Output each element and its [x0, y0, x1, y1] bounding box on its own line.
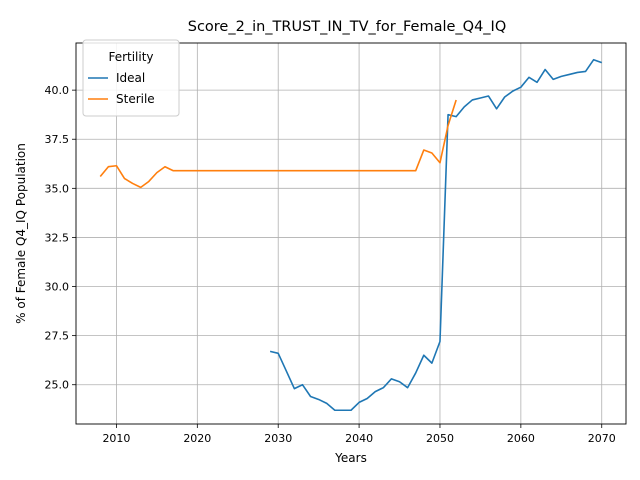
series-line-sterile: [99, 99, 457, 189]
series-lines: [99, 58, 603, 412]
legend-title: Fertility: [108, 50, 153, 64]
y-tick-label: 25.0: [45, 379, 70, 392]
legend-box: [82, 39, 180, 117]
x-tick-label: 2050: [426, 432, 454, 445]
x-axis-ticks: 2010 2020 2030 2040 2050 2060 2070: [102, 424, 616, 445]
y-tick-label: 37.5: [45, 133, 70, 146]
legend-label-ideal: Ideal: [116, 71, 145, 85]
grid-lines: [76, 43, 626, 424]
plot-frame: [75, 42, 627, 425]
x-axis-label: Years: [334, 451, 367, 465]
y-tick-label: 32.5: [45, 231, 70, 244]
x-tick-label: 2070: [588, 432, 616, 445]
legend: Fertility Ideal Sterile: [82, 39, 180, 117]
series-line-ideal: [269, 58, 603, 412]
y-axis-ticks: 25.0 27.5 30.0 32.5 35.0 37.5 40.0: [45, 84, 76, 392]
x-tick-label: 2040: [345, 432, 373, 445]
y-tick-label: 30.0: [45, 281, 70, 294]
y-axis-label: % of Female Q4_IQ Population: [14, 143, 28, 324]
legend-label-sterile: Sterile: [116, 92, 155, 106]
x-tick-label: 2020: [183, 432, 211, 445]
y-tick-label: 27.5: [45, 330, 70, 343]
y-tick-label: 40.0: [45, 84, 70, 97]
y-tick-label: 35.0: [45, 182, 70, 195]
x-tick-label: 2030: [264, 432, 292, 445]
x-tick-label: 2010: [102, 432, 130, 445]
legend-items: Ideal Sterile: [88, 71, 155, 106]
chart-title: Score_2_in_TRUST_IN_TV_for_Female_Q4_IQ: [188, 19, 507, 35]
x-tick-label: 2060: [507, 432, 535, 445]
